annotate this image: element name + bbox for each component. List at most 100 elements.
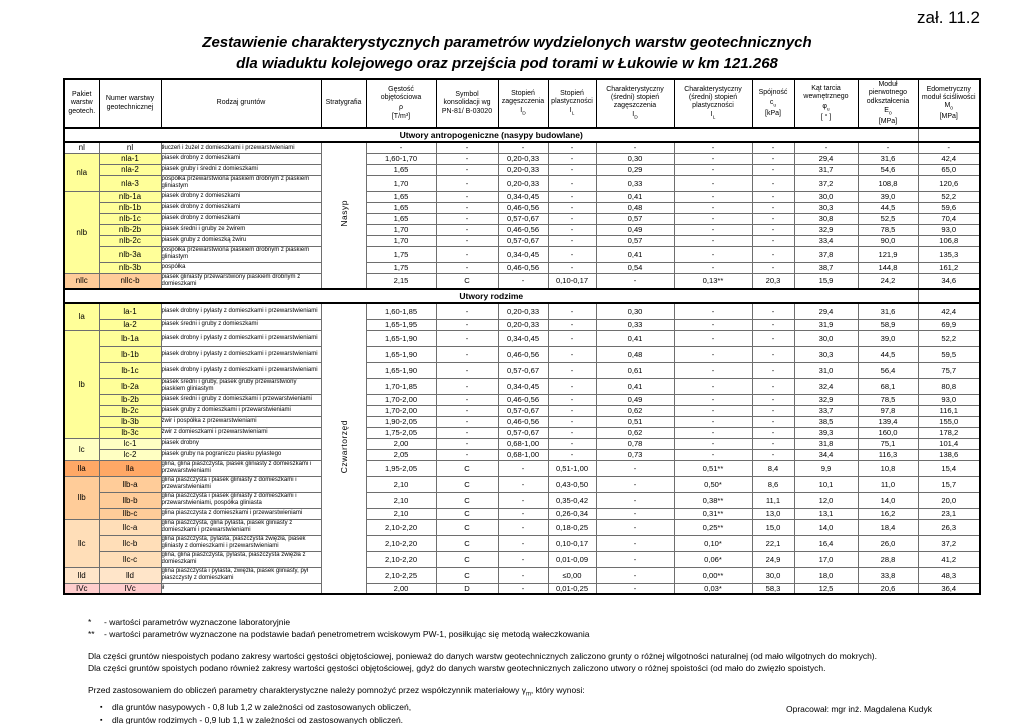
value-cell-0: 1,75-2,05 — [365, 426, 437, 439]
soil-type-cell: pospółka przewarstwiona piaskiem drobnym… — [160, 174, 322, 192]
soil-type-cell: glina piaszczysta i pylasta, zwięzła, pi… — [160, 566, 322, 584]
value-cell-9: 23,1 — [917, 507, 981, 520]
value-cell-0: 1,65-1,90 — [365, 329, 437, 347]
section-title: Utwory rodzime — [63, 288, 919, 305]
value-cell-5: 0,13** — [673, 272, 753, 290]
layer-number-cell: lc-2 — [98, 448, 162, 461]
value-cell-3: - — [547, 141, 597, 154]
value-cell-5: - — [673, 393, 753, 406]
value-cell-0: 1,90-2,05 — [365, 415, 437, 428]
layer-number-cell: nla-3 — [98, 174, 162, 192]
value-cell-1: - — [435, 174, 499, 192]
value-cell-2: 0,46-0,56 — [497, 223, 549, 236]
table-row: nla nla-1 piasek drobny z domieszkami 1,60-… — [63, 152, 981, 192]
soil-type-cell: piasek drobny z domieszkami — [160, 212, 322, 225]
table-row: lb-1b piasek drobny i pylasty z domieszka… — [64, 345, 981, 363]
soil-type-cell: tłuczeń i żużel z domieszkami i przewars… — [160, 141, 322, 154]
package-cell: nla — [63, 152, 100, 192]
value-cell-7: 32,9 — [793, 393, 859, 406]
value-cell-7: 29,4 — [793, 302, 859, 320]
value-cell-5: - — [673, 345, 753, 363]
value-cell-4: - — [595, 550, 675, 568]
soil-type-cell: glina piaszczysta, pylasta, piaszczysta … — [160, 534, 322, 552]
table-body: Utwory antropogeniczne (nasypy budowlane… — [63, 127, 981, 595]
column-header-7: Stopień plastyczności IL — [547, 78, 597, 130]
layer-number-cell: nlb-3b — [98, 261, 162, 274]
value-cell-6: 22,1 — [751, 534, 795, 552]
table-row: nla-2 piasek gruby i średni z domieszkami… — [64, 163, 981, 176]
value-cell-8: 44,5 — [857, 345, 919, 363]
soil-type-cell: piasek drobny z domieszkami — [160, 201, 322, 214]
value-cell-4: - — [595, 475, 675, 493]
value-cell-4: 0,54 — [595, 261, 675, 274]
value-cell-5: - — [673, 174, 753, 192]
value-cell-5: - — [673, 201, 753, 214]
value-cell-0: 1,95-2,05 — [365, 459, 437, 477]
value-cell-1: - — [435, 212, 499, 225]
section-band-row: Utwory rodzime — [63, 288, 981, 305]
table-row: lc-2 piasek gruby na pograniczu piasku py… — [64, 448, 981, 461]
value-cell-3: ≤0,00 — [547, 566, 597, 584]
value-cell-9: 70,4 — [917, 212, 981, 225]
value-cell-9: 161,2 — [917, 261, 981, 274]
value-cell-7: 10,1 — [793, 475, 859, 493]
value-cell-9: 52,2 — [917, 329, 981, 347]
attachment-number: zał. 11.2 — [916, 8, 980, 27]
value-cell-4: - — [595, 582, 675, 595]
value-cell-6: 15,0 — [751, 518, 795, 536]
value-cell-1: - — [435, 404, 499, 417]
soil-type-cell: glina, glina piaszczysta, pylasta, piasz… — [160, 550, 322, 568]
value-cell-9: 15,4 — [917, 459, 981, 477]
table-row: lla lla glina, glina piaszczysta, piasek g… — [63, 459, 981, 477]
value-cell-9: 75,7 — [917, 361, 981, 379]
value-cell-6: - — [751, 437, 795, 450]
value-cell-6: - — [751, 261, 795, 274]
value-cell-9: 101,4 — [917, 437, 981, 450]
value-cell-0: 1,70-1,85 — [365, 377, 437, 395]
value-cell-8: 31,6 — [857, 302, 919, 320]
layer-number-cell: nl — [98, 141, 162, 154]
value-cell-7: 31,0 — [793, 361, 859, 379]
value-cell-1: - — [435, 223, 499, 236]
value-cell-3: - — [547, 426, 597, 439]
column-header-6: Stopień zagęszczenia ID — [497, 78, 549, 130]
value-cell-8: 139,4 — [857, 415, 919, 428]
column-header-12: Moduł pierwotnego odkształcenia E0 [MPa] — [857, 78, 919, 130]
stratigraphy-label: Czwartorzęd — [338, 419, 349, 473]
value-cell-0: 1,65 — [365, 190, 437, 203]
value-cell-2: - — [497, 491, 549, 509]
value-cell-3: - — [547, 163, 597, 176]
value-cell-8: 18,4 — [857, 518, 919, 536]
value-cell-2: - — [497, 507, 549, 520]
value-cell-0: 2,10 — [365, 491, 437, 509]
value-cell-9: 36,4 — [917, 582, 981, 595]
value-cell-6: - — [751, 201, 795, 214]
value-cell-0: 2,15 — [365, 272, 437, 290]
soil-type-cell: piasek drobny — [160, 437, 322, 450]
layer-number-cell: nlb-3a — [98, 245, 162, 263]
value-cell-3: 0,10-0,17 — [547, 534, 597, 552]
value-cell-0: - — [365, 141, 437, 154]
value-cell-4: 0,41 — [595, 190, 675, 203]
value-cell-9: 34,6 — [917, 272, 981, 290]
value-cell-5: 0,10* — [673, 534, 753, 552]
stratigraphy-cell: Czwartorzęd — [320, 302, 367, 595]
value-cell-4: - — [595, 566, 675, 584]
value-cell-5: - — [673, 223, 753, 236]
value-cell-1: - — [435, 245, 499, 263]
bullet-item: ▪ dla gruntów rodzimych - 0,9 lub 1,1 w z… — [88, 714, 993, 724]
soil-type-cell: glina piaszczysta z domieszkami i przewa… — [160, 507, 322, 520]
layer-number-cell: lb-1c — [98, 361, 162, 379]
soil-type-cell: piasek gruby z domieszką żwiru — [160, 234, 322, 247]
value-cell-7: 37,8 — [793, 245, 859, 263]
layer-number-cell: lb-2c — [98, 404, 162, 417]
value-cell-9: 80,8 — [917, 377, 981, 395]
table-header: Pakiet warstw geotech. Numer warstwy geot… — [63, 78, 981, 130]
value-cell-0: 2,10 — [365, 475, 437, 493]
document-title: Zestawienie charakterystycznych parametr… — [0, 33, 1014, 74]
layer-number-cell: lb-1a — [98, 329, 162, 347]
value-cell-1: D — [435, 582, 499, 595]
value-cell-9: 37,2 — [917, 534, 981, 552]
layer-number-cell: nlb-2c — [98, 234, 162, 247]
value-cell-4: 0,41 — [595, 245, 675, 263]
